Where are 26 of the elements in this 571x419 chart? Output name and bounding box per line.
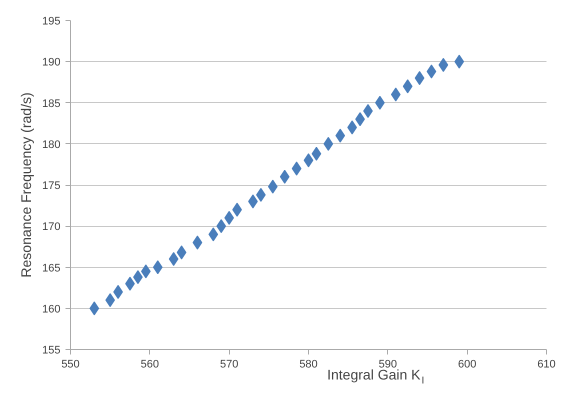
- x-tick-label: 550: [61, 358, 80, 370]
- y-tick-label: 170: [42, 221, 61, 234]
- y-axis-title: Resonance Frequency (rad/s): [18, 92, 34, 278]
- x-tick-label: 560: [140, 358, 160, 370]
- y-tick-label: 180: [42, 138, 61, 151]
- x-tick-label: 600: [458, 358, 476, 370]
- point: [335, 128, 346, 143]
- point: [152, 260, 163, 274]
- x-tick-label: 580: [299, 358, 318, 370]
- y-tick-label: 165: [42, 262, 61, 274]
- point: [268, 180, 278, 194]
- x-tick-label: 570: [220, 358, 238, 370]
- x-tick-label: 610: [537, 358, 556, 370]
- y-tick-label: 175: [42, 180, 61, 192]
- x-tick-label: 590: [378, 358, 398, 370]
- y-tick-label: 185: [42, 98, 61, 110]
- y-tick-label: 195: [42, 16, 61, 28]
- point: [280, 170, 290, 184]
- point: [390, 88, 401, 102]
- y-tick-label: 160: [42, 303, 61, 316]
- y-tick-label: 155: [42, 344, 61, 356]
- point: [216, 219, 226, 234]
- y-tick-label: 190: [42, 56, 61, 69]
- point: [89, 301, 100, 316]
- point: [454, 54, 464, 69]
- point: [208, 227, 218, 242]
